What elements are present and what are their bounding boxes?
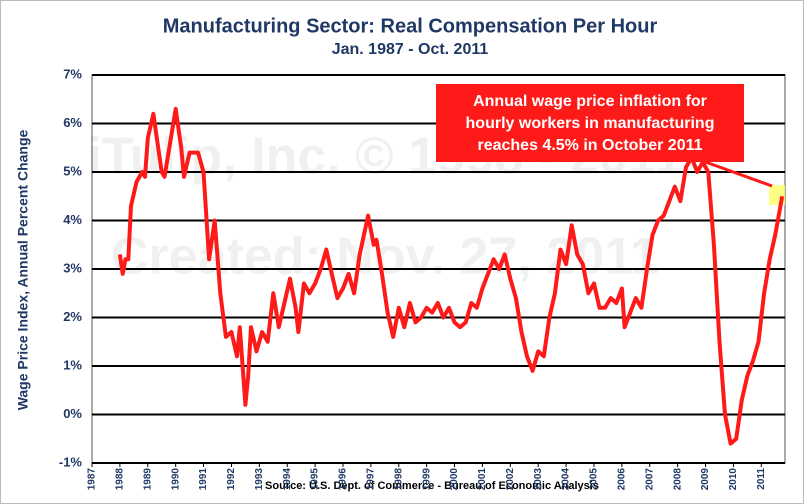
annotation-text: reaches 4.5% in October 2011 xyxy=(477,137,702,154)
x-tick-label: 2002 xyxy=(505,468,516,491)
annotation-box xyxy=(436,84,744,162)
annotation-text: hourly workers in manufacturing xyxy=(466,115,715,132)
x-tick-label: 2010 xyxy=(728,468,739,491)
x-tick-label: 1994 xyxy=(282,468,293,491)
x-tick-label: 2001 xyxy=(477,468,488,491)
y-tick-label: 4% xyxy=(63,212,82,227)
line xyxy=(117,106,785,446)
x-tick-label: 2007 xyxy=(644,468,655,491)
x-tick-label: 1996 xyxy=(338,468,349,491)
annotation-text: Annual wage price inflation for xyxy=(473,93,707,110)
x-tick-label: 2008 xyxy=(672,468,683,491)
y-tick-label: 2% xyxy=(63,309,82,324)
chart-subtitle: Jan. 1987 - Oct. 2011 xyxy=(332,41,489,58)
y-tick-label: -1% xyxy=(59,454,83,469)
x-tick-label: 1987 xyxy=(87,468,98,491)
x-tick-label: 2006 xyxy=(616,468,627,491)
y-tick-label: 3% xyxy=(63,260,82,275)
x-tick-label: 1999 xyxy=(421,468,432,491)
y-tick-label: 1% xyxy=(63,357,82,372)
x-tick-label: 1993 xyxy=(254,468,265,491)
y-tick-label: 5% xyxy=(63,163,82,178)
x-tick-label: 2003 xyxy=(533,468,544,491)
x-tick-label: 2004 xyxy=(561,468,572,491)
x-tick-label: 1989 xyxy=(142,468,153,491)
x-tick-label: 2000 xyxy=(449,468,460,491)
x-tick-label: 1998 xyxy=(393,468,404,491)
chart-title: Manufacturing Sector: Real Compensation … xyxy=(163,15,658,37)
x-tick-label: 1995 xyxy=(310,468,321,491)
x-tick-label: 2011 xyxy=(756,468,767,490)
x-tick-label: 1997 xyxy=(366,468,377,491)
x-tick-label: 2005 xyxy=(589,468,600,491)
x-tick-label: 2009 xyxy=(700,468,711,491)
y-tick-label: 7% xyxy=(63,66,82,81)
y-axis-label: Wage Price Index, Annual Percent Change xyxy=(15,129,31,410)
annotation-arrow xyxy=(699,158,773,188)
x-tick-label: 1992 xyxy=(226,468,237,491)
x-tick-label: 1991 xyxy=(198,468,209,491)
x-tick-label: 1990 xyxy=(170,468,181,491)
source: Source: U.S. Dept. of Commerce - Bureau … xyxy=(265,480,599,492)
x-tick-label: 1988 xyxy=(115,468,126,491)
y-tick-label: 6% xyxy=(63,115,82,130)
y-tick-label: 0% xyxy=(63,406,82,421)
